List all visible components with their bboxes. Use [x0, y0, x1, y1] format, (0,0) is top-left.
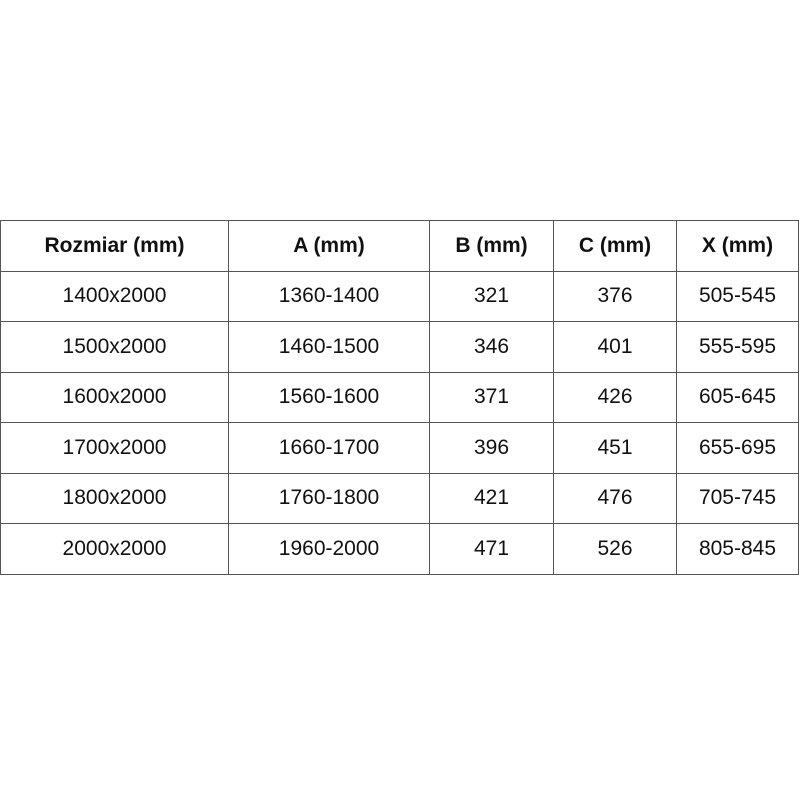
table-row: 1700x2000 1660-1700 396 451 655-695	[0, 422, 799, 474]
cell-x: 605-645	[676, 371, 799, 423]
cell-c: 526	[553, 523, 677, 575]
table-row: 1500x2000 1460-1500 346 401 555-595	[0, 321, 799, 373]
cell-x: 505-545	[676, 270, 799, 322]
cell-c: 401	[553, 321, 677, 373]
cell-size: 1800x2000	[0, 472, 229, 524]
header-b: B (mm)	[429, 220, 554, 272]
cell-x: 705-745	[676, 472, 799, 524]
cell-a: 1760-1800	[228, 472, 430, 524]
table-row: 1800x2000 1760-1800 421 476 705-745	[0, 472, 799, 524]
cell-a: 1660-1700	[228, 422, 430, 474]
cell-b: 396	[429, 422, 554, 474]
table-row: 2000x2000 1960-2000 471 526 805-845	[0, 523, 799, 575]
cell-a: 1360-1400	[228, 270, 430, 322]
cell-b: 371	[429, 371, 554, 423]
header-x: X (mm)	[676, 220, 799, 272]
cell-x: 555-595	[676, 321, 799, 373]
cell-c: 376	[553, 270, 677, 322]
cell-b: 346	[429, 321, 554, 373]
header-size: Rozmiar (mm)	[0, 220, 229, 272]
cell-a: 1460-1500	[228, 321, 430, 373]
cell-b: 471	[429, 523, 554, 575]
cell-size: 1500x2000	[0, 321, 229, 373]
table-row: 1600x2000 1560-1600 371 426 605-645	[0, 371, 799, 423]
cell-size: 2000x2000	[0, 523, 229, 575]
dimensions-table: Rozmiar (mm) A (mm) B (mm) C (mm) X (mm)…	[0, 220, 799, 575]
cell-a: 1960-2000	[228, 523, 430, 575]
cell-a: 1560-1600	[228, 371, 430, 423]
cell-c: 451	[553, 422, 677, 474]
cell-c: 476	[553, 472, 677, 524]
cell-size: 1400x2000	[0, 270, 229, 322]
cell-x: 805-845	[676, 523, 799, 575]
header-a: A (mm)	[228, 220, 430, 272]
cell-x: 655-695	[676, 422, 799, 474]
cell-c: 426	[553, 371, 677, 423]
cell-size: 1600x2000	[0, 371, 229, 423]
header-c: C (mm)	[553, 220, 677, 272]
cell-b: 421	[429, 472, 554, 524]
cell-size: 1700x2000	[0, 422, 229, 474]
header-row: Rozmiar (mm) A (mm) B (mm) C (mm) X (mm)	[0, 220, 799, 272]
table-row: 1400x2000 1360-1400 321 376 505-545	[0, 270, 799, 322]
cell-b: 321	[429, 270, 554, 322]
